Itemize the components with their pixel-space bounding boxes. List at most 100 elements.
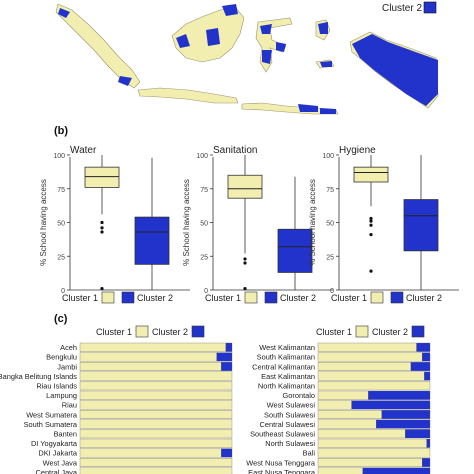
y-tick-label: 0	[61, 288, 65, 295]
bar-cluster2	[216, 352, 233, 362]
legend-swatch-cluster1	[244, 291, 258, 304]
bar-cluster2	[426, 438, 431, 448]
legend-label-cluster1: Cluster 1	[316, 327, 352, 337]
category-label: South Kalimantan	[257, 353, 315, 362]
bar-cluster1	[317, 390, 369, 400]
outlier-point	[100, 230, 104, 234]
bar-cluster1	[79, 381, 233, 391]
bar-cluster2	[416, 342, 431, 352]
panel-c-tag: (c)	[54, 313, 68, 325]
box-1	[353, 166, 389, 183]
bar-cluster1	[317, 429, 406, 439]
legend-label-cluster2: Cluster 2	[152, 327, 188, 337]
outlier-point	[369, 216, 373, 221]
bar-cluster2	[362, 467, 431, 474]
legend-swatch-cluster1	[355, 325, 369, 338]
bar-cluster1	[79, 410, 233, 419]
category-label: Bengkulu	[46, 353, 77, 362]
bar-cluster1	[317, 458, 423, 467]
box-2	[277, 228, 313, 273]
boxplot-title: Sanitation	[213, 145, 257, 156]
outlier-point	[243, 261, 247, 265]
legend-label-cluster2: Cluster 2	[280, 293, 316, 303]
category-label: South Sumatera	[24, 420, 78, 429]
category-label: Bangka Belitung Islands	[0, 372, 77, 381]
bar-cluster1	[317, 448, 431, 458]
legend-swatch-cluster2	[121, 291, 135, 304]
legend-swatch-cluster1	[370, 291, 384, 304]
y-tick-label: 0	[204, 288, 208, 295]
outlier-point	[100, 226, 104, 230]
map-panel: Cluster 2	[55, 1, 439, 115]
category-label: Riau	[62, 401, 77, 410]
y-tick-label: 50	[57, 221, 65, 228]
bar-cluster2	[424, 371, 431, 381]
outlier-point	[369, 269, 373, 273]
y-tick-label: 25	[200, 254, 208, 261]
category-label: DI Yogyakarta	[31, 439, 78, 448]
bar-cluster1	[79, 458, 233, 467]
panel-b-tag: (b)	[54, 125, 68, 137]
legend-swatch-cluster2	[390, 291, 404, 304]
category-label: Gorontalo	[283, 391, 315, 400]
legend-label-cluster1: Cluster 1	[96, 327, 132, 337]
bar-cluster2	[376, 419, 431, 429]
bar-cluster1	[317, 362, 412, 371]
outlier-point	[243, 257, 247, 261]
legend-label-cluster1: Cluster 1	[331, 293, 367, 303]
island-java	[137, 87, 239, 104]
category-label: South Sulawesi	[264, 410, 315, 419]
category-label: East Kalimantan	[261, 372, 315, 381]
category-label: Jambi	[57, 362, 77, 371]
bar-cluster2	[368, 390, 431, 400]
box-2	[403, 199, 439, 252]
cluster2-regions	[58, 4, 438, 114]
box-1	[84, 166, 120, 188]
island-sumatra	[55, 3, 141, 89]
stacked-legend: Cluster 1 Cluster 2	[316, 325, 425, 338]
outlier-point	[100, 287, 104, 291]
bar-cluster1	[79, 467, 233, 474]
bar-cluster1	[317, 419, 377, 429]
category-label: East Nusa Tenggara	[248, 468, 316, 474]
boxplot-title: Water	[70, 145, 97, 156]
y-tick-label: 25	[57, 254, 65, 261]
bar-cluster1	[79, 352, 217, 362]
boxplot-legend: Cluster 1 Cluster 2	[62, 291, 173, 304]
category-label: Central Kalimantan	[252, 362, 315, 371]
y-axis-label: % School having access	[308, 179, 317, 266]
box-2	[134, 216, 170, 265]
category-label: Central Java	[36, 468, 78, 474]
bar-cluster1	[79, 371, 233, 381]
bar-cluster1	[79, 342, 227, 352]
bar-cluster2	[351, 400, 431, 410]
bar-cluster1	[317, 438, 427, 448]
legend-label-cluster1: Cluster 1	[62, 293, 98, 303]
bar-cluster1	[79, 390, 233, 400]
bar-cluster2	[405, 429, 431, 439]
y-tick-label: 0	[330, 288, 334, 295]
bar-cluster1	[317, 400, 352, 410]
category-label: Aceh	[60, 343, 77, 352]
bar-cluster1	[317, 467, 363, 474]
category-label: DKI Jakarta	[38, 449, 77, 458]
outlier-point	[100, 220, 104, 225]
bar-cluster2	[381, 410, 431, 419]
bar-cluster1	[317, 371, 425, 381]
y-tick-label: 75	[326, 187, 334, 194]
y-axis-label: % School having access	[182, 179, 191, 266]
legend-swatch-cluster2	[411, 325, 425, 338]
y-tick-label: 50	[326, 221, 334, 228]
category-label: West Kalimantan	[259, 343, 315, 352]
category-label: North Kalimantan	[258, 382, 315, 391]
bar-cluster1	[317, 342, 417, 352]
boxplot-hygiene: Hygiene 0 25 50 75 100 % School having access C…	[308, 145, 459, 304]
category-label: Lampung	[46, 391, 77, 400]
map-legend-swatch	[423, 1, 437, 14]
map-legend: Cluster 2	[382, 1, 437, 14]
outlier-point	[369, 233, 373, 237]
legend-label-cluster2: Cluster 2	[137, 293, 173, 303]
map-legend-label: Cluster 2	[382, 3, 422, 14]
bar-cluster2	[221, 448, 233, 458]
